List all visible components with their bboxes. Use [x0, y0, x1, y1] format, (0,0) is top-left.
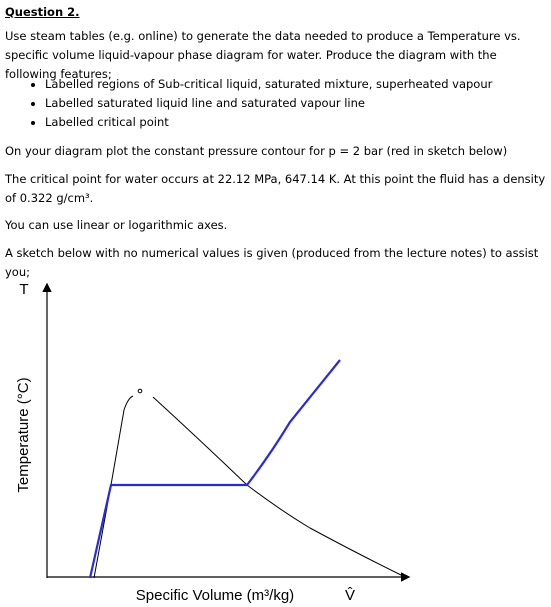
v-label: V̂ — [345, 587, 355, 604]
sketch-note: A sketch below with no numerical values … — [5, 246, 539, 279]
bullet: Labelled saturated liquid line and satur… — [45, 94, 551, 113]
pressure-note: On your diagram plot the constant pressu… — [5, 144, 508, 158]
critical-point-note: The critical point for water occurs at 2… — [5, 172, 546, 205]
intro: Use steam tables (e.g. online) to genera… — [5, 29, 521, 81]
bullet: Labelled regions of Sub-critical liquid,… — [45, 75, 551, 94]
saturated-vapour-line — [152, 396, 406, 578]
t-label: T — [19, 281, 28, 298]
y-axis-label: Temperature (°C) — [15, 377, 32, 492]
critical-point — [137, 388, 143, 394]
x-axis-label: Specific Volume (m³/kg) — [136, 587, 294, 604]
bullet-list: Labelled regions of Sub-critical liquid,… — [0, 75, 551, 132]
axes-note: You can use linear or logarithmic axes. — [5, 218, 228, 232]
bullet: Labelled critical point — [45, 113, 551, 132]
heading: Question 2. — [5, 5, 80, 19]
pressure-contour — [88, 359, 341, 579]
saturated-liquid-line — [93, 395, 134, 579]
